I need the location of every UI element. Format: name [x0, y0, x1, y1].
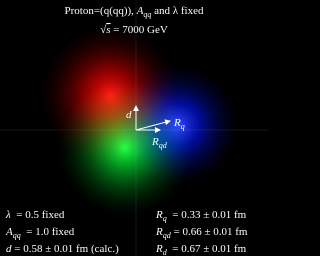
symbol: R — [155, 243, 163, 255]
symbol: R — [155, 226, 163, 238]
symbol: A — [5, 226, 13, 238]
label-rq: Rq — [173, 117, 185, 131]
energy: √s = 7000 GeV — [100, 24, 168, 36]
parameter-line: Rq = 0.33 ± 0.01 fm — [155, 209, 247, 223]
value-text: = 0.58 ± 0.01 fm (calc.) — [12, 243, 120, 255]
value-text: = 0.33 ± 0.01 fm — [167, 209, 247, 221]
title: Proton=(q(qq)), Aqq and λ fixed — [64, 5, 204, 19]
subscript: qq — [13, 231, 21, 240]
value-text: = 0.67 ± 0.01 fm — [167, 243, 247, 255]
label-rqd: Rqd — [151, 136, 168, 150]
value-text: = 1.0 fixed — [21, 226, 75, 238]
parameters: λ = 0.5 fixed Aqq = 1.0 fixed d = 0.58 ± 0… — [5, 209, 248, 256]
parameter-line: d = 0.58 ± 0.01 fm (calc.) — [6, 243, 119, 255]
value-text: = 0.66 ± 0.01 fm — [171, 226, 248, 238]
subscript: qd — [163, 231, 172, 240]
parameter-line: Rqd = 0.66 ± 0.01 fm — [155, 226, 248, 240]
symbol: d — [6, 243, 12, 255]
subscript: q — [163, 214, 167, 223]
symbol: R — [155, 209, 163, 221]
subscript: d — [163, 248, 168, 256]
parameter-line: Aqq = 1.0 fixed — [5, 226, 75, 240]
figure: Proton=(q(qq)), Aqq and λ fixed √s = 700… — [0, 0, 269, 256]
label-d: d — [126, 109, 132, 121]
symbol: λ — [5, 209, 11, 221]
parameter-line: λ = 0.5 fixed — [5, 209, 65, 221]
arrow-rq — [135, 119, 171, 131]
value-text: = 0.5 fixed — [11, 209, 65, 221]
parameter-line: Rd = 0.67 ± 0.01 fm — [155, 243, 247, 256]
